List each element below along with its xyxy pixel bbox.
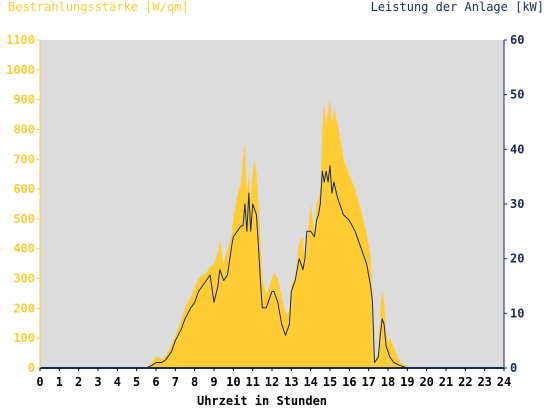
left-tick-label: 100 xyxy=(13,331,35,345)
left-tick-label: 700 xyxy=(13,152,35,166)
x-tick-label: 18 xyxy=(381,375,395,389)
left-tick-label: 200 xyxy=(13,301,35,315)
x-tick-label: 0 xyxy=(36,375,43,389)
x-tick-label: 14 xyxy=(303,375,317,389)
x-tick-label: 8 xyxy=(191,375,198,389)
x-tick-label: 21 xyxy=(439,375,453,389)
x-tick-label: 19 xyxy=(400,375,414,389)
right-tick-label: 50 xyxy=(510,88,524,102)
x-tick-label: 15 xyxy=(323,375,337,389)
x-tick-label: 13 xyxy=(284,375,298,389)
x-tick-label: 11 xyxy=(245,375,259,389)
x-tick-label: 1 xyxy=(56,375,63,389)
x-tick-label: 6 xyxy=(152,375,159,389)
power-line xyxy=(40,165,504,369)
x-tick-label: 10 xyxy=(226,375,240,389)
right-tick-label: 60 xyxy=(510,33,524,47)
x-tick-label: 4 xyxy=(114,375,121,389)
left-tick-label: 0 xyxy=(28,361,35,375)
left-tick-label: 800 xyxy=(13,122,35,136)
x-tick-label: 24 xyxy=(497,375,511,389)
left-tick-label: 500 xyxy=(13,212,35,226)
x-axis-ticks: 0 1 2 3 4 5 6 7 8 9 10 11 12 13 14 15 16 17 18 19 20 21 22 23 24 xyxy=(36,368,511,389)
x-tick-label: 7 xyxy=(172,375,179,389)
right-axis-title: Leistung der Anlage [kW] xyxy=(371,0,544,14)
left-tick-label: 1000 xyxy=(6,63,35,77)
x-tick-label: 16 xyxy=(342,375,356,389)
left-axis-title: Bestrahlungsstärke [W/qm] xyxy=(8,0,189,14)
irradiance-area xyxy=(40,99,504,368)
right-axis-ticks: 0 10 20 30 40 50 60 xyxy=(504,33,524,375)
x-tick-label: 23 xyxy=(477,375,491,389)
x-tick-label: 5 xyxy=(133,375,140,389)
left-tick-label: 600 xyxy=(13,182,35,196)
right-tick-label: 20 xyxy=(510,252,524,266)
left-axis-ticks: 0 100 200 300 400 500 600 700 800 900 1000 1100 xyxy=(6,33,40,375)
left-tick-label: 1100 xyxy=(6,33,35,47)
x-axis-label: Uhrzeit in Stunden xyxy=(197,394,327,408)
right-tick-label: 40 xyxy=(510,142,524,156)
x-tick-label: 2 xyxy=(75,375,82,389)
right-tick-label: 10 xyxy=(510,306,524,320)
left-tick-label: 900 xyxy=(13,93,35,107)
right-tick-label: 30 xyxy=(510,197,524,211)
x-tick-label: 20 xyxy=(419,375,433,389)
right-tick-label: 0 xyxy=(510,361,517,375)
left-tick-label: 400 xyxy=(13,242,35,256)
x-tick-label: 3 xyxy=(94,375,101,389)
x-tick-label: 12 xyxy=(265,375,279,389)
left-tick-label: 300 xyxy=(13,272,35,286)
x-tick-label: 22 xyxy=(458,375,472,389)
x-tick-label: 17 xyxy=(361,375,375,389)
x-tick-label: 9 xyxy=(210,375,217,389)
